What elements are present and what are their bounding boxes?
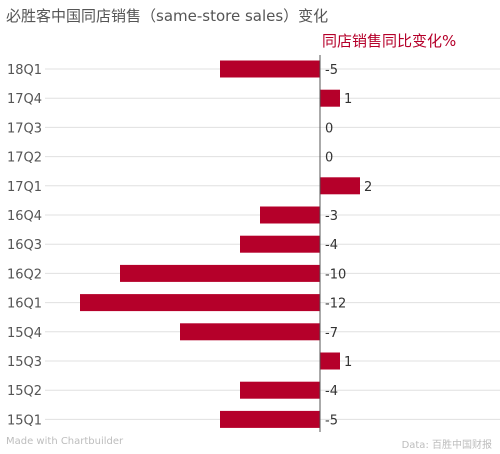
category-tick-label: 17Q2	[7, 151, 42, 166]
bar-15Q3	[320, 352, 340, 370]
series-label: 同店销售同比变化%	[322, 32, 456, 50]
bar-16Q3	[240, 235, 320, 253]
bar-17Q4	[320, 89, 340, 107]
category-tick-label: 15Q3	[7, 355, 42, 370]
bar-15Q2	[240, 381, 320, 399]
data-label-17Q2: 0	[325, 151, 333, 166]
data-label-18Q1: -5	[325, 63, 338, 78]
chart-title: 必胜客中国同店销售（same-store sales）变化	[6, 7, 329, 25]
data-label-17Q3: 0	[325, 121, 333, 136]
data-label-17Q1: 2	[364, 180, 372, 195]
category-tick-label: 16Q4	[7, 209, 42, 224]
chartbuilder-credit: Made with Chartbuilder	[6, 436, 124, 447]
bar-16Q2	[120, 264, 320, 282]
bar-15Q4	[180, 323, 320, 341]
bar-16Q1	[80, 294, 320, 312]
data-label-15Q2: -4	[325, 384, 338, 399]
data-label-15Q1: -5	[325, 413, 338, 428]
bar-15Q1	[220, 410, 320, 428]
category-tick-label: 15Q4	[7, 326, 42, 341]
bar-16Q4	[260, 206, 320, 224]
category-tick-label: 16Q3	[7, 238, 42, 253]
bar-17Q1	[320, 177, 360, 195]
category-tick-label: 17Q4	[7, 92, 42, 107]
data-label-16Q3: -4	[325, 238, 338, 253]
category-tick-label: 16Q2	[7, 267, 42, 282]
category-tick-label: 15Q1	[7, 413, 42, 428]
data-label-15Q3: 1	[344, 355, 352, 370]
data-label-16Q2: -10	[325, 267, 346, 282]
category-tick-label: 17Q3	[7, 121, 42, 136]
category-tick-label: 17Q1	[7, 180, 42, 195]
data-label-16Q4: -3	[325, 209, 338, 224]
category-tick-label: 18Q1	[7, 63, 42, 78]
category-tick-label: 15Q2	[7, 384, 42, 399]
data-source: Data: 百胜中国财报	[401, 440, 492, 451]
data-label-16Q1: -12	[325, 297, 346, 312]
data-label-15Q4: -7	[325, 326, 338, 341]
data-label-17Q4: 1	[344, 92, 352, 107]
bar-18Q1	[220, 60, 320, 78]
category-tick-label: 16Q1	[7, 297, 42, 312]
